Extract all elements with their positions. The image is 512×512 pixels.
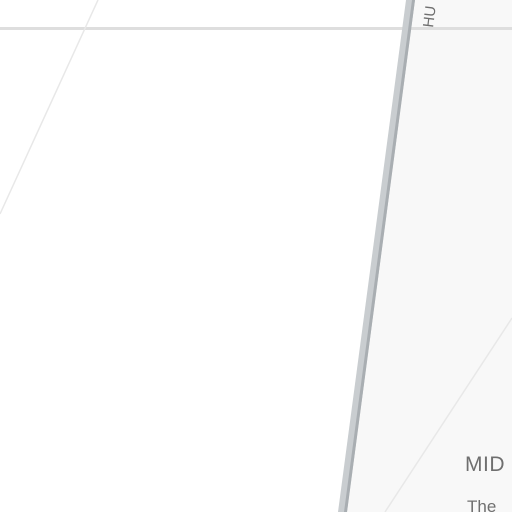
street-label: HU (420, 5, 440, 29)
district-label: MID (465, 453, 505, 476)
street-diagonal-left (0, 0, 99, 215)
city-block-right (342, 0, 512, 512)
district-sublabel: The (467, 497, 496, 512)
street-horizontal (0, 27, 512, 30)
street-diagonal-right (384, 317, 512, 512)
avenue-edge (344, 0, 415, 512)
